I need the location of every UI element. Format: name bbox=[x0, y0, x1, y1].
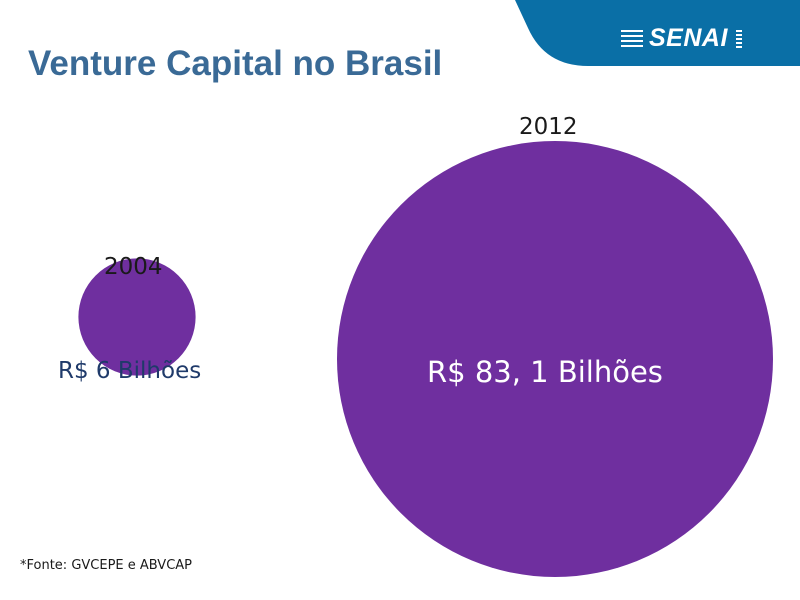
source-note: *Fonte: GVCEPE e ABVCAP bbox=[20, 558, 193, 573]
value-label-2004: R$ 6 Bilhões bbox=[58, 358, 202, 384]
senai-emblem-icon bbox=[621, 28, 643, 50]
logo-band bbox=[515, 0, 800, 66]
senai-logo: SENAI bbox=[621, 24, 742, 53]
page-title: Venture Capital no Brasil bbox=[28, 44, 443, 83]
year-label-2012: 2012 bbox=[519, 114, 578, 140]
bubble-2012 bbox=[337, 141, 773, 577]
year-label-2004: 2004 bbox=[104, 254, 163, 280]
logo-text: SENAI bbox=[649, 24, 728, 52]
bubble-2004 bbox=[78, 258, 196, 376]
value-label-2012: R$ 83, 1 Bilhões bbox=[427, 355, 663, 389]
logo-bars bbox=[735, 29, 742, 48]
